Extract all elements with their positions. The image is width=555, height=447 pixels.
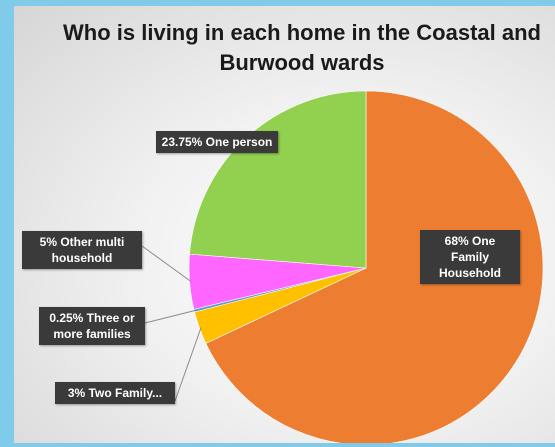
pie-slice-one-person xyxy=(189,90,367,269)
pie-slice-one-family-household xyxy=(205,90,544,443)
leader-line-other-multi-household xyxy=(141,245,192,283)
label-other-multi: 5% Other multi household xyxy=(22,231,142,269)
chart-title-line-1: Who is living in each home in the Coasta… xyxy=(63,20,541,45)
chart-area: Who is living in each home in the Coasta… xyxy=(14,6,555,443)
label-three-or-more: 0.25% Three or more families xyxy=(39,307,145,345)
leader-line-three-or-more-families xyxy=(144,309,197,324)
label-one-family: 68% One Family Household xyxy=(420,230,520,284)
label-two-family: 3% Two Family... xyxy=(55,382,175,404)
label-one-person: 23.75% One person xyxy=(156,131,278,153)
chart-title-line-2: Burwood wards xyxy=(219,50,385,75)
pie-chart xyxy=(141,90,544,443)
leader-line-two-family xyxy=(174,327,202,402)
